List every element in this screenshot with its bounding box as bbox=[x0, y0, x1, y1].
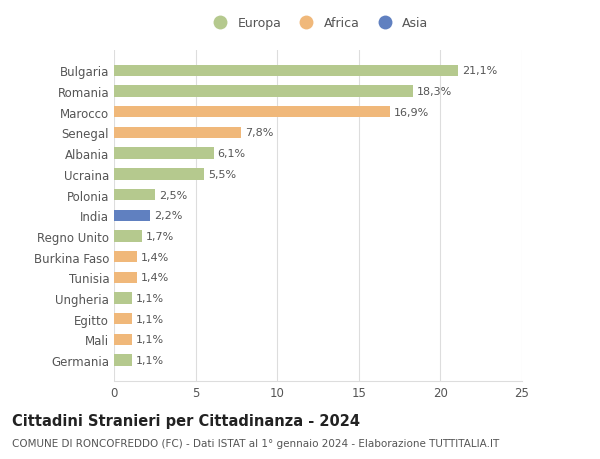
Text: Cittadini Stranieri per Cittadinanza - 2024: Cittadini Stranieri per Cittadinanza - 2… bbox=[12, 413, 360, 428]
Bar bbox=[114, 313, 132, 325]
Bar bbox=[114, 272, 137, 283]
Text: 1,1%: 1,1% bbox=[136, 293, 164, 303]
Text: COMUNE DI RONCOFREDDO (FC) - Dati ISTAT al 1° gennaio 2024 - Elaborazione TUTTIT: COMUNE DI RONCOFREDDO (FC) - Dati ISTAT … bbox=[12, 438, 499, 448]
Text: 1,4%: 1,4% bbox=[141, 252, 169, 262]
Text: 6,1%: 6,1% bbox=[218, 149, 246, 159]
Text: 1,1%: 1,1% bbox=[136, 335, 164, 345]
Bar bbox=[114, 293, 132, 304]
Text: 7,8%: 7,8% bbox=[245, 128, 274, 138]
Text: 2,5%: 2,5% bbox=[159, 190, 187, 200]
Bar bbox=[114, 66, 458, 77]
Legend: Europa, Africa, Asia: Europa, Africa, Asia bbox=[208, 17, 428, 30]
Text: 1,1%: 1,1% bbox=[136, 314, 164, 324]
Bar bbox=[114, 190, 155, 201]
Bar bbox=[114, 169, 204, 180]
Text: 5,5%: 5,5% bbox=[208, 169, 236, 179]
Bar bbox=[114, 86, 413, 97]
Bar bbox=[114, 334, 132, 345]
Bar bbox=[114, 128, 241, 139]
Bar bbox=[114, 210, 150, 221]
Text: 1,7%: 1,7% bbox=[146, 231, 174, 241]
Bar bbox=[114, 231, 142, 242]
Text: 18,3%: 18,3% bbox=[417, 87, 452, 97]
Text: 16,9%: 16,9% bbox=[394, 107, 429, 118]
Text: 1,4%: 1,4% bbox=[141, 273, 169, 283]
Bar bbox=[114, 252, 137, 263]
Bar bbox=[114, 355, 132, 366]
Bar bbox=[114, 107, 390, 118]
Text: 1,1%: 1,1% bbox=[136, 355, 164, 365]
Text: 21,1%: 21,1% bbox=[463, 66, 497, 76]
Text: 2,2%: 2,2% bbox=[154, 211, 182, 221]
Bar bbox=[114, 148, 214, 159]
